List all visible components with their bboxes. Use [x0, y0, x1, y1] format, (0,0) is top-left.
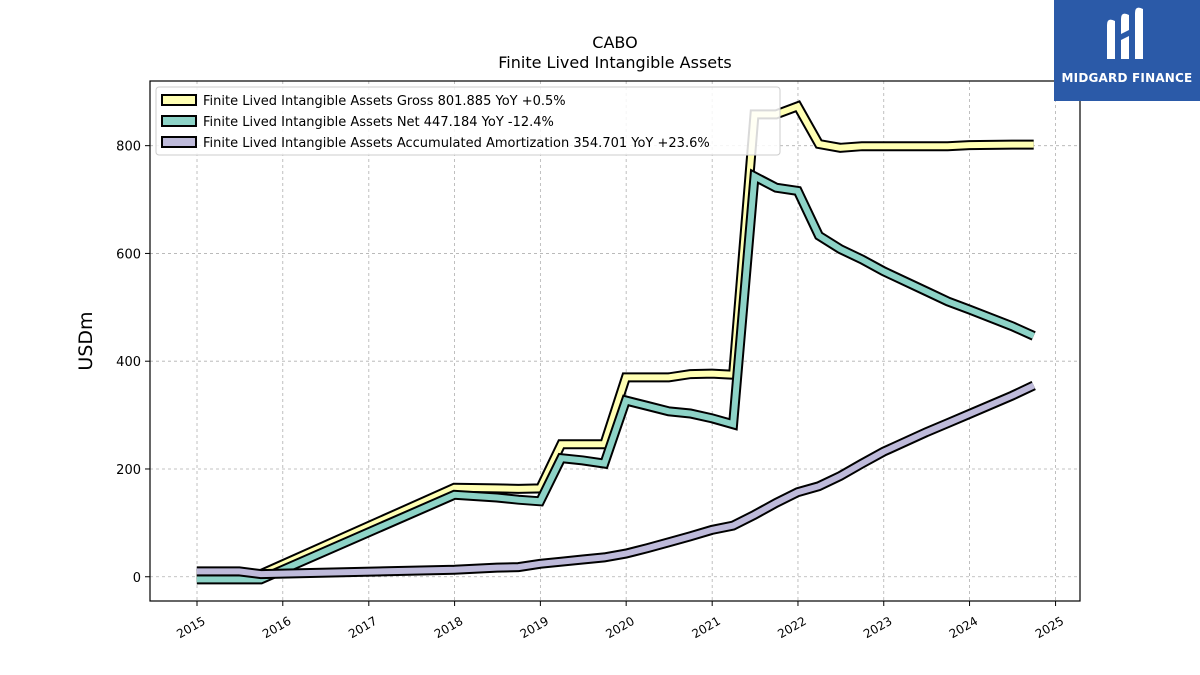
series-line-outline: [196, 168, 1036, 585]
y-tick-label: 600: [116, 247, 141, 262]
legend-swatch: [161, 94, 197, 106]
x-tick-label: 2016: [260, 614, 293, 641]
x-tick-label: 2023: [861, 614, 894, 641]
series-line-outline: [196, 100, 1034, 580]
axis-ticks: 2015 2016 2017 2018 2019 2020 2021 2022 2023 2024…: [116, 140, 1066, 642]
legend-swatch: [161, 115, 197, 127]
x-tick-label: 2018: [432, 614, 465, 641]
x-tick-label: 2022: [775, 614, 808, 641]
legend-label: Finite Lived Intangible Assets Gross 801…: [203, 94, 566, 109]
x-tick-label: 2020: [603, 614, 636, 641]
series-line-2: [196, 171, 1035, 583]
legend: Finite Lived Intangible Assets Gross 801…: [155, 86, 781, 156]
x-tick-label: 2017: [346, 614, 379, 641]
x-tick-label: 2015: [174, 614, 207, 641]
chart-title: CABO: [592, 33, 637, 52]
y-tick-label: 400: [116, 355, 141, 370]
x-tick-label: 2021: [689, 614, 722, 641]
midgard-logo-icon: [1107, 7, 1143, 60]
brand-name: MIDGARD FINANCE: [1061, 71, 1193, 85]
y-axis-label: USDm: [75, 311, 97, 370]
grid: [150, 81, 1080, 601]
series-line-1: [196, 102, 1034, 578]
x-tick-label: 2025: [1033, 614, 1066, 641]
y-tick-label: 800: [116, 140, 141, 155]
brand-logo: MIDGARD FINANCE: [1054, 0, 1200, 101]
series-lines: [196, 100, 1036, 585]
legend-box: [155, 86, 781, 156]
legend-swatch: [161, 136, 197, 148]
chart-subtitle: Finite Lived Intangible Assets: [498, 53, 731, 72]
y-tick-label: 0: [133, 571, 141, 586]
legend-label: Finite Lived Intangible Assets Accumulat…: [203, 136, 710, 151]
x-tick-label: 2019: [518, 614, 551, 641]
x-tick-label: 2024: [947, 614, 980, 641]
series-line-3: [196, 382, 1035, 578]
legend-label: Finite Lived Intangible Assets Net 447.1…: [203, 115, 554, 130]
y-tick-label: 200: [116, 463, 141, 478]
plot-frame: [149, 80, 1081, 602]
